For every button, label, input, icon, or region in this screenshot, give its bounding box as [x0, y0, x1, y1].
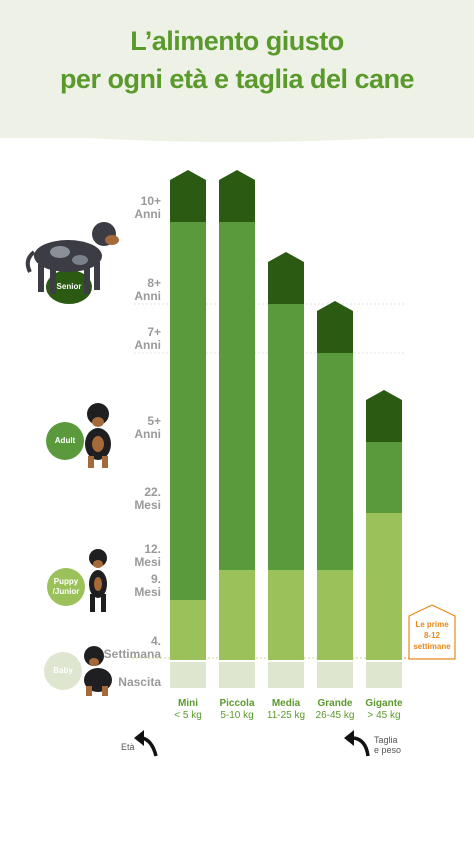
- y-tick-label: Anni: [134, 338, 161, 352]
- callout-line1: Le prime: [415, 620, 449, 629]
- y-tick-label: 9.: [151, 572, 161, 586]
- bar-segment-adult: [317, 353, 353, 570]
- stage-badge-puppy: Puppy /Junior: [47, 568, 85, 606]
- size-arrow-icon: [344, 730, 370, 757]
- bar-segment-adult: [366, 442, 402, 513]
- y-tick-label: 22.: [144, 485, 161, 499]
- stage-label-puppy-line2: /Junior: [52, 587, 80, 596]
- callout-line2: 8-12: [423, 631, 440, 640]
- bar-segment-puppy: [268, 570, 304, 660]
- header-banner: L’alimento giusto per ogni età e taglia …: [0, 0, 474, 142]
- y-tick-label: Mesi: [134, 585, 161, 599]
- bar-segment-puppy: [366, 513, 402, 660]
- size-arrow-label-line1: Taglia: [374, 735, 398, 745]
- page-title-line2: per ogni età e taglia del cane: [59, 64, 415, 94]
- y-tick-label: 8+: [147, 276, 161, 290]
- puppy-dog-illustration: [89, 549, 107, 612]
- y-tick-label: 10+: [141, 194, 161, 208]
- bar-segment-puppy: [219, 570, 255, 660]
- y-tick-label: Nascita: [118, 675, 161, 689]
- age-arrow-label: Età: [121, 742, 135, 752]
- adult-dog-illustration: [85, 403, 111, 468]
- size-arrow-label: Taglia e peso: [374, 735, 401, 755]
- bar-segment-baby: [317, 662, 353, 688]
- bar-segment-baby: [170, 662, 206, 688]
- age-arrow-icon: [134, 730, 158, 757]
- bar-segment-adult: [170, 222, 206, 600]
- stage-label-adult: Adult: [54, 436, 76, 445]
- bar-segment-senior: [317, 301, 353, 353]
- bar-segment-puppy: [317, 570, 353, 660]
- x-category-label: Piccola: [219, 698, 254, 709]
- stage-badge-baby: Baby: [44, 652, 82, 690]
- x-weight-label: 11-25 kg: [267, 710, 305, 721]
- stage-label-senior: Senior: [56, 282, 82, 291]
- bar-segment-adult: [268, 304, 304, 570]
- bar-segment-baby: [219, 662, 255, 688]
- header-wave: [0, 126, 474, 142]
- y-tick-label: Mesi: [134, 555, 161, 569]
- y-tick-label: 4.: [151, 634, 161, 648]
- bar-segment-senior: [170, 170, 206, 222]
- bar-segment-baby: [268, 662, 304, 688]
- senior-dog-illustration: [25, 222, 119, 294]
- baby-dog-illustration: [84, 646, 112, 696]
- y-tick-label: Anni: [134, 289, 161, 303]
- x-weight-label: > 45 kg: [367, 710, 400, 721]
- x-category-label: Mini: [178, 698, 198, 709]
- first-weeks-callout: Le prime 8-12 settimane: [408, 604, 456, 660]
- y-tick-label: 12.: [144, 542, 161, 556]
- stage-label-puppy-line1: Puppy: [53, 577, 79, 586]
- x-weight-label: 5-10 kg: [220, 710, 253, 721]
- callout-line3: settimane: [413, 642, 451, 651]
- y-tick-label: Anni: [134, 207, 161, 221]
- bar-segment-puppy: [170, 600, 206, 660]
- bar-segment-senior: [219, 170, 255, 222]
- y-tick-label: Settimana: [104, 647, 162, 661]
- stage-label-baby: Baby: [53, 666, 73, 675]
- stage-badge-adult: Adult: [46, 422, 84, 460]
- x-category-label: Grande: [317, 698, 352, 709]
- page-title-line1: L’alimento giusto: [130, 26, 344, 56]
- y-tick-label: Anni: [134, 427, 161, 441]
- y-tick-label: 5+: [147, 414, 161, 428]
- size-arrow-label-line2: e peso: [374, 745, 402, 755]
- bar-segment-adult: [219, 222, 255, 570]
- x-category-label: Gigante: [365, 698, 403, 709]
- bar-segment-baby: [366, 662, 402, 688]
- y-tick-label: Mesi: [134, 498, 161, 512]
- stage-label-puppy: Puppy /Junior: [53, 577, 80, 597]
- x-weight-label: < 5 kg: [174, 710, 202, 721]
- bar-segment-senior: [366, 390, 402, 442]
- x-category-label: Media: [272, 698, 301, 709]
- x-weight-label: 26-45 kg: [316, 710, 355, 721]
- bar-segment-senior: [268, 252, 304, 304]
- y-tick-label: 7+: [147, 325, 161, 339]
- callout-hexagon: [408, 604, 456, 660]
